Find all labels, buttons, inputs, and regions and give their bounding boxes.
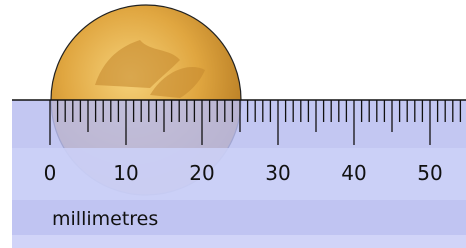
ruler-label: 0 (44, 161, 57, 185)
ruler-illustration: 0 10 20 30 40 50 millimetres (0, 0, 466, 248)
ruler-label: 50 (417, 161, 442, 185)
unit-label: millimetres (52, 208, 158, 230)
page: {"ruler": {"labels": ["0", "10", "20", "… (0, 0, 466, 248)
ruler-label: 20 (189, 161, 214, 185)
ruler-label: 40 (341, 161, 366, 185)
ruler-label: 10 (113, 161, 138, 185)
ruler-label: 30 (265, 161, 290, 185)
